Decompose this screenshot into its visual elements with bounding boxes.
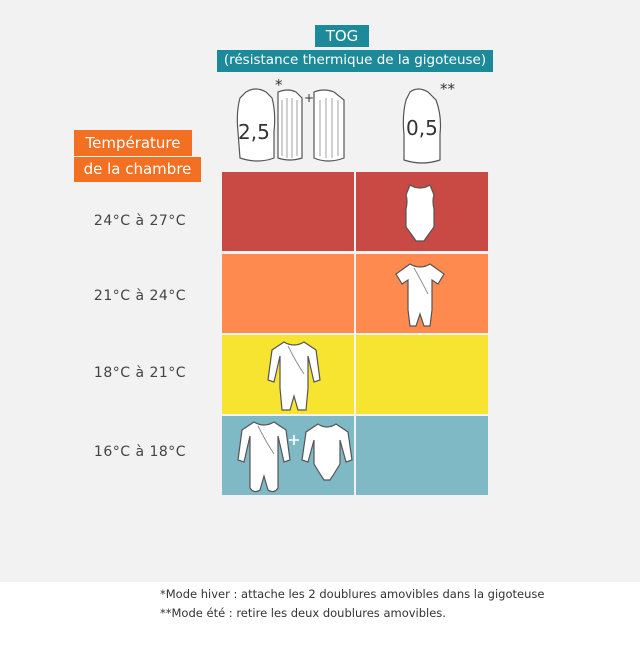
short-romper-icon xyxy=(395,263,445,327)
svg-text:+: + xyxy=(304,91,314,105)
cell-row1-winter xyxy=(222,172,354,251)
temperature-title-line2: de la chambre xyxy=(74,157,201,182)
sleeping-bag-icon xyxy=(402,88,442,164)
tog-value-winter: 2,5 xyxy=(238,120,270,144)
long-sleeve-bodysuit-icon xyxy=(301,423,353,481)
temperature-title-line1: Température xyxy=(74,130,192,156)
row-label-24-27: 24°C à 27°C xyxy=(93,213,187,229)
cell-row4-summer xyxy=(356,416,488,495)
tog-title: TOG xyxy=(315,25,369,47)
tog-subtitle: (résistance thermique de la gigoteuse) xyxy=(217,50,493,72)
footnote-winter: *Mode hiver : attache les 2 doublures am… xyxy=(160,587,545,601)
footnote-summer: **Mode été : retire les deux doublures a… xyxy=(160,606,446,620)
row-label-16-18: 16°C à 18°C xyxy=(93,444,187,460)
long-romper-icon xyxy=(267,341,321,411)
row-label-21-24: 21°C à 24°C xyxy=(93,288,187,304)
cell-row3-summer xyxy=(356,335,488,414)
tog-value-summer: 0,5 xyxy=(406,116,438,140)
footed-pajama-icon xyxy=(237,421,291,493)
plus-icon xyxy=(289,435,299,445)
cell-row2-winter xyxy=(222,254,354,333)
sleeveless-bodysuit-icon xyxy=(405,184,435,242)
sleeping-bag-with-liners-icon: + xyxy=(236,88,345,162)
winter-marker: * xyxy=(275,76,283,94)
row-label-18-21: 18°C à 21°C xyxy=(93,365,187,381)
summer-marker: ** xyxy=(440,80,455,98)
